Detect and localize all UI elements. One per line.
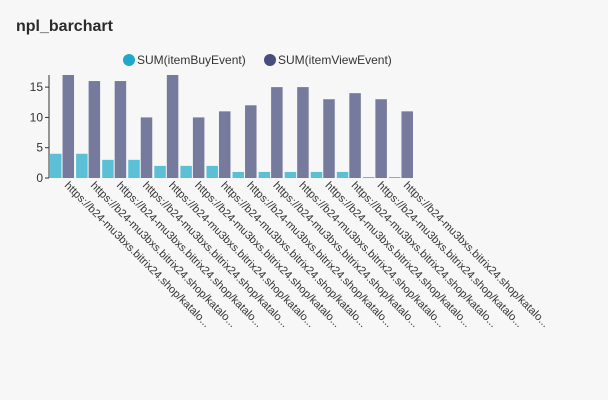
y-tick-label: 10 <box>30 110 44 124</box>
bar-buy[interactable] <box>336 171 349 178</box>
legend-label[interactable]: SUM(itemViewEvent) <box>278 53 392 67</box>
bar-view[interactable] <box>323 99 335 178</box>
bar-buy[interactable] <box>310 171 323 178</box>
bar-buy[interactable] <box>232 171 245 178</box>
bar-buy[interactable] <box>284 171 297 178</box>
bar-view[interactable] <box>401 111 413 178</box>
y-tick-label: 15 <box>30 80 44 94</box>
bar-buy[interactable] <box>180 165 192 178</box>
bar-buy[interactable] <box>102 159 114 178</box>
y-tick-label: 5 <box>36 141 43 155</box>
bar-view[interactable] <box>245 105 257 178</box>
legend-label[interactable]: SUM(itemBuyEvent) <box>137 53 246 67</box>
bar-view[interactable] <box>114 81 127 178</box>
panel-title: npl_barchart <box>16 18 113 35</box>
bar-view[interactable] <box>375 99 387 178</box>
bar-view[interactable] <box>297 87 309 178</box>
bar-view[interactable] <box>88 81 101 178</box>
bar-view[interactable] <box>192 117 205 178</box>
y-tick-label: 0 <box>36 171 43 185</box>
legend-swatch[interactable] <box>123 54 135 66</box>
bar-buy[interactable] <box>206 165 218 178</box>
bar-view[interactable] <box>218 111 231 178</box>
bar-view[interactable] <box>271 87 283 178</box>
bar-view[interactable] <box>349 93 361 178</box>
bar-view[interactable] <box>166 75 179 178</box>
bar-buy[interactable] <box>76 153 88 178</box>
bar-buy[interactable] <box>50 153 62 178</box>
bar-view[interactable] <box>140 117 153 178</box>
bar-buy[interactable] <box>154 165 166 178</box>
bar-buy[interactable] <box>128 159 140 178</box>
bar-view[interactable] <box>62 75 75 178</box>
legend-swatch[interactable] <box>264 54 276 66</box>
bar-buy[interactable] <box>258 171 271 178</box>
bar-buy[interactable] <box>362 177 375 178</box>
bar-buy[interactable] <box>388 177 401 178</box>
